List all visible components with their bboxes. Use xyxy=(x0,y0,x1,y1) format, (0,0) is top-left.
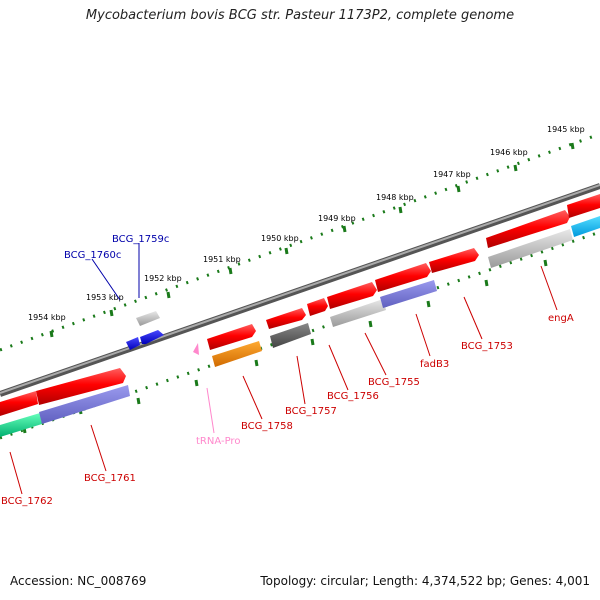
label-BCG_1756: BCG_1756 xyxy=(327,391,379,402)
gene-BCG_1758-feature[interactable] xyxy=(212,341,262,367)
label-BCG_1760c: BCG_1760c xyxy=(64,250,121,261)
tick-label: 1953 kbp xyxy=(86,293,124,302)
label-leaders xyxy=(9,243,558,495)
label-BCG_1761: BCG_1761 xyxy=(84,473,136,484)
gene-BCG_1760c[interactable] xyxy=(126,337,140,350)
trna-pro-marker[interactable] xyxy=(193,343,199,355)
accession-label: Accession: NC_008769 xyxy=(10,574,147,588)
label-fadB3: fadB3 xyxy=(420,359,449,370)
map-title: Mycobacterium bovis BCG str. Pasteur 117… xyxy=(85,8,515,23)
tick-label: 1945 kbp xyxy=(547,125,585,134)
gene-BCG_1761-feature[interactable] xyxy=(39,385,130,424)
gene-BCG_1762-cds[interactable] xyxy=(0,391,38,416)
gene-BCG_1758-cds[interactable] xyxy=(207,324,256,350)
label-BCG_1758: BCG_1758 xyxy=(241,421,293,432)
tick-label: 1951 kbp xyxy=(203,255,241,264)
gene-BCG_1757-cds[interactable] xyxy=(266,308,306,329)
tick-label: 1948 kbp xyxy=(376,193,414,202)
tick-label: 1952 kbp xyxy=(144,274,182,283)
label-tRNA-Pro: tRNA-Pro xyxy=(196,436,240,447)
gene-labels: BCG_1760c BCG_1759c BCG_1762 BCG_1761 tR… xyxy=(1,234,574,507)
gene-BCG_1759c[interactable] xyxy=(136,311,164,344)
label-BCG_1755: BCG_1755 xyxy=(368,377,420,388)
gene-BCG_1755-cds[interactable] xyxy=(327,282,377,309)
inner-scale-track xyxy=(0,230,600,440)
tick-label: 1954 kbp xyxy=(28,313,66,322)
outer-major-ticks xyxy=(49,142,575,338)
tick-label: 1947 kbp xyxy=(433,170,471,179)
tick-labels: 1954 kbp 1953 kbp 1952 kbp 1951 kbp 1950… xyxy=(28,125,585,322)
gene-BCG_1753-feature[interactable] xyxy=(488,229,573,268)
label-BCG_1753: BCG_1753 xyxy=(461,341,513,352)
gene-BCG_1761-cds[interactable] xyxy=(36,368,126,405)
gene-fadB3-feature[interactable] xyxy=(380,280,437,308)
gene-engA-cds[interactable] xyxy=(567,194,600,218)
tick-label: 1949 kbp xyxy=(318,214,356,223)
genome-summary: Topology: circular; Length: 4,374,522 bp… xyxy=(260,574,590,588)
gene-BCG_1755-feature[interactable] xyxy=(330,299,386,327)
genome-backbone xyxy=(0,183,600,397)
gene-BCG_1757-feature[interactable] xyxy=(270,323,311,348)
gene-engA-feature[interactable] xyxy=(571,216,600,237)
label-engA: engA xyxy=(548,313,574,324)
tick-label: 1946 kbp xyxy=(490,148,528,157)
tick-label: 1950 kbp xyxy=(261,234,299,243)
gene-BCG_1756-cds[interactable] xyxy=(307,298,328,316)
label-BCG_1759c: BCG_1759c xyxy=(112,234,169,245)
gene-BCG_1754-cds[interactable] xyxy=(429,248,479,273)
gene-fadB3-cds[interactable] xyxy=(375,263,431,292)
label-BCG_1762: BCG_1762 xyxy=(1,496,53,507)
gene-BCG_1762-feature[interactable] xyxy=(0,413,42,437)
gene-BCG_1753-cds[interactable] xyxy=(486,210,570,248)
label-BCG_1757: BCG_1757 xyxy=(285,406,337,417)
